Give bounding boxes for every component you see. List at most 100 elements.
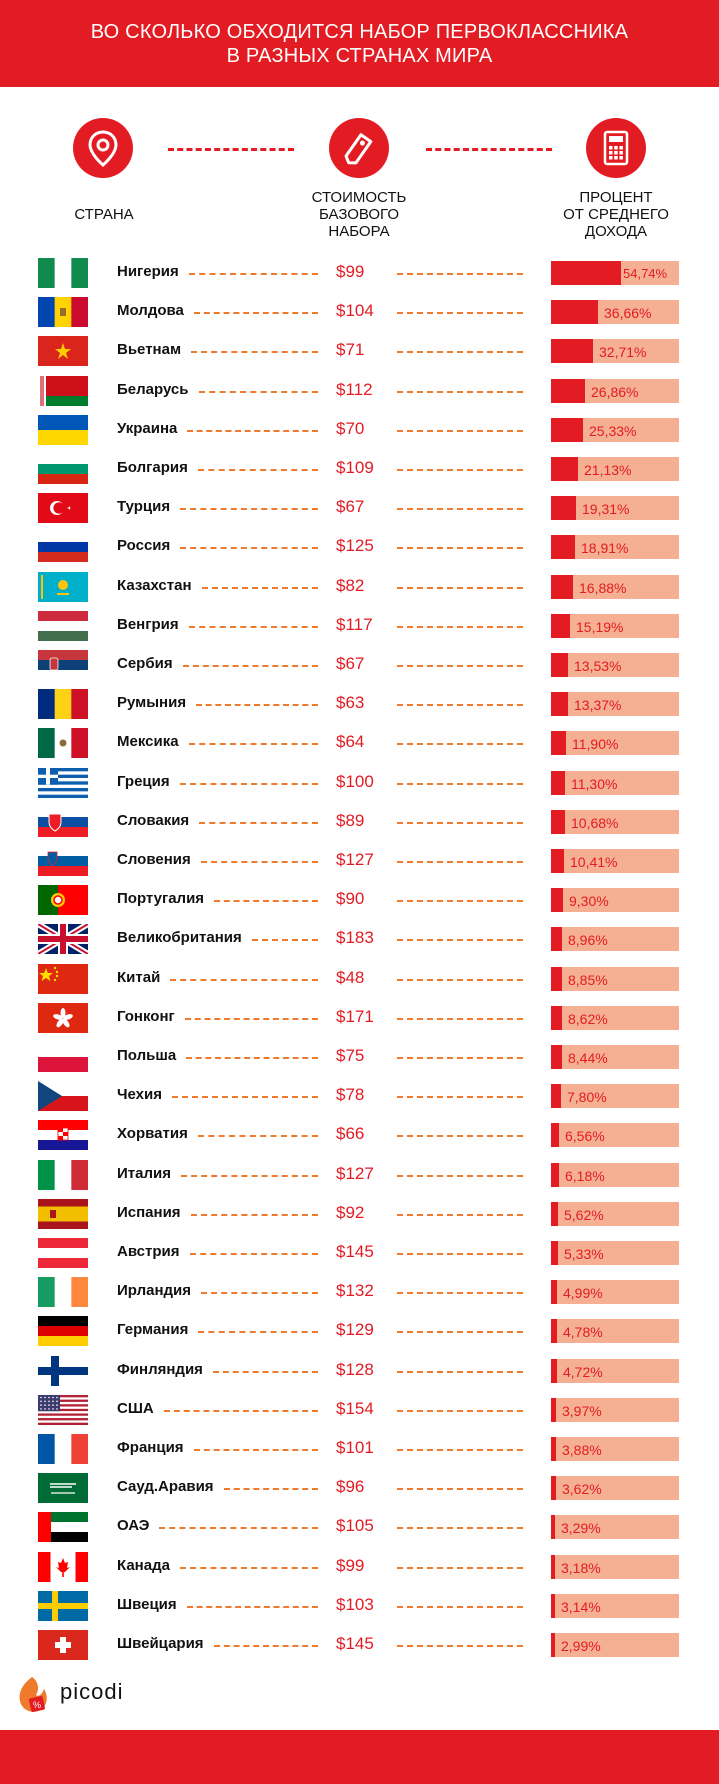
country-name: Молдова [117,302,184,320]
leader-dash [197,469,318,471]
leader-dash [397,586,523,589]
leader-dash [188,273,318,275]
flag-se-icon [38,1590,88,1621]
percent-bar [551,1280,557,1305]
percent-label: 3,88% [562,1442,602,1458]
page-title-line1: ВО СКОЛЬКО ОБХОДИТСЯ НАБОР ПЕРВОКЛАССНИК… [90,21,629,43]
leader-dash [397,390,523,393]
price-label: $145 [336,1634,374,1653]
percent-label: 15,19% [576,618,624,635]
percent-bar [551,378,585,403]
leader-dash [170,978,318,981]
country-name: Венгрия [117,615,179,633]
percent-bar-track: 10,68% [551,809,679,834]
flag-si-icon [38,846,88,877]
flag-ua-icon [38,414,88,446]
price-label: $101 [336,1438,374,1457]
percent-bar-track: 7,80% [551,1084,679,1109]
percent-bar-track: 26,86% [551,378,679,403]
leader-dash [179,782,318,785]
percent-bar [551,888,563,913]
leader-dash [397,1409,523,1412]
percent-label: 54,74% [623,266,668,281]
percent-bar [551,1201,558,1226]
country-name: Великобритания [117,929,242,947]
leader-dash [397,625,523,628]
location-pin-icon [73,118,133,178]
price-tag-icon [329,118,389,178]
leader-dash [193,312,318,315]
table-row: Франция $101 3,88% [0,1429,719,1468]
percent-header-line: ОТ СРЕДНЕГО [563,206,669,223]
percent-label: 11,30% [571,775,618,792]
percent-label: 4,72% [563,1363,603,1380]
country-name: Испания [117,1203,181,1221]
flag-mx-icon [38,728,89,759]
price-label: $132 [336,1281,374,1301]
leader-dash [397,1527,523,1530]
leader-dash [201,586,318,589]
leader-dash [397,1135,523,1138]
footer-banner [0,1730,719,1784]
country-name: Италия [117,1164,171,1182]
percent-bar-track: 19,31% [551,496,679,521]
percent-label: 5,33% [564,1246,604,1262]
flag-at-icon [38,1238,88,1269]
table-row: Германия $129 4,78% [0,1311,719,1350]
price-label: $64 [336,732,365,752]
price-label: $99 [336,262,365,281]
leader-dash [193,1449,318,1451]
leader-dash [397,1331,523,1334]
leader-dash [397,1488,523,1491]
leader-dash [201,1292,318,1295]
leader-dash [188,625,318,628]
flag-vn-icon [38,336,88,367]
leader-dash [397,1449,523,1451]
table-row: Австрия $145 5,33% [0,1233,719,1272]
country-name: Нигерия [117,263,179,280]
percent-bar-track: 21,13% [551,457,679,481]
price-label: $66 [336,1124,365,1144]
flag-ie-icon [38,1277,89,1308]
leader-dash [179,1566,318,1569]
table-row: Великобритания $183 8,96% [0,919,719,958]
percent-bar-track: 4,99% [551,1280,679,1305]
country-name: Сауд.Аравия [117,1478,214,1496]
leader-dash [186,1057,318,1059]
flag-gb-icon [36,921,90,957]
leader-dash [212,1370,318,1373]
percent-label: 6,18% [565,1167,605,1184]
leader-dash [397,1213,523,1216]
percent-label: 3,18% [561,1559,601,1576]
percent-bar [551,809,565,834]
flag-es-icon [38,1198,88,1229]
leader-dash [197,1135,318,1138]
table-row: Швеция $103 3,14% [0,1586,719,1625]
price-label: $48 [336,967,365,987]
cost-header-line: СТОИМОСТЬ [311,189,407,206]
price-label: $90 [336,889,365,909]
percent-bar [551,731,566,756]
percent-label: 16,88% [579,579,627,596]
leader-dash [397,1017,523,1020]
country-name: Румыния [117,694,187,712]
leader-dash [397,704,523,707]
table-row: Польша $75 8,44% [0,1037,719,1076]
leader-dash [189,1253,318,1255]
percent-bar [551,574,573,599]
table-row: Болгария $109 21,13% [0,449,719,488]
percent-bar [551,1319,557,1344]
price-label: $171 [336,1006,374,1026]
price-label: $105 [336,1516,374,1536]
flag-sk-icon [38,806,88,838]
table-row: Нигерия $99 54,74% [0,253,719,292]
percent-label: 2,99% [561,1638,601,1654]
leader-dash [397,273,523,275]
price-label: $96 [336,1477,365,1497]
country-name: Турция [117,498,171,516]
table-row: ОАЭ $105 3,29% [0,1507,719,1546]
percent-bar [551,535,575,560]
country-name: Греция [117,772,170,790]
percent-label: 10,68% [571,814,619,831]
price-label: $154 [336,1398,374,1418]
